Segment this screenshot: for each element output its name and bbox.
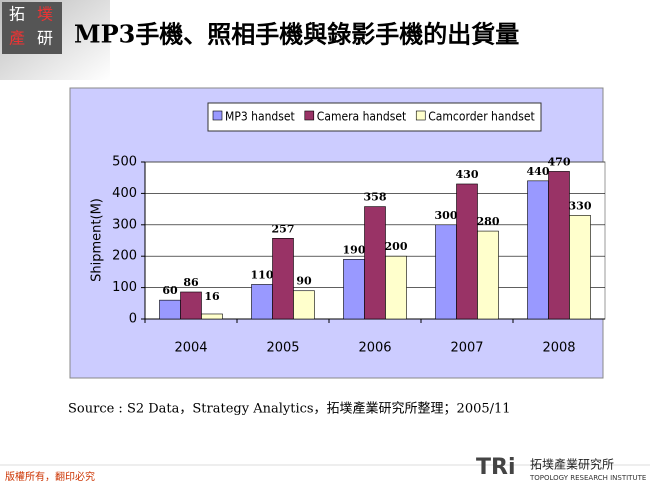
legend-label: MP3 handset: [225, 110, 295, 124]
y-tick-label: 300: [112, 217, 137, 232]
x-tick-label: 2006: [358, 341, 391, 356]
legend-label: Camera handset: [317, 110, 406, 124]
bar: [201, 313, 223, 320]
value-label: 190: [343, 243, 366, 256]
legend-swatch: [304, 110, 315, 121]
value-label: 110: [251, 268, 274, 281]
logo-box: [2, 2, 62, 54]
bar: [385, 255, 407, 320]
logo-char: 研: [37, 29, 53, 48]
y-tick-label: 400: [112, 186, 137, 201]
legend: [207, 102, 542, 132]
x-tick-label: 2007: [450, 341, 483, 356]
y-tick-label: 100: [112, 280, 137, 295]
brand-name: 拓墣產業研究所: [530, 457, 614, 472]
bar: [456, 183, 478, 320]
bar: [293, 290, 315, 320]
value-label: 200: [385, 240, 408, 253]
bar: [251, 284, 273, 320]
bar: [364, 206, 386, 320]
bar: [548, 171, 570, 320]
value-label: 470: [548, 155, 571, 168]
y-tick-label: 200: [112, 249, 137, 264]
x-tick-label: 2005: [266, 341, 299, 356]
value-label: 300: [435, 209, 458, 222]
y-axis-title: Shipment(M): [90, 198, 105, 282]
logo-char: 產: [9, 29, 25, 48]
bar: [159, 299, 181, 320]
value-label: 330: [569, 199, 592, 212]
bar: [180, 291, 202, 320]
source-note: Source : S2 Data，Strategy Analytics，拓墣產業…: [68, 401, 511, 417]
value-label: 90: [296, 275, 312, 288]
legend-swatch: [415, 110, 426, 121]
value-label: 358: [364, 191, 387, 204]
legend-label: Camcorder handset: [428, 110, 534, 124]
value-label: 430: [456, 168, 479, 181]
value-label: 440: [527, 165, 550, 178]
x-tick-label: 2004: [174, 341, 207, 356]
value-label: 257: [272, 222, 295, 235]
value-label: 60: [162, 284, 178, 297]
footer-text: 版權所有，翻印必究: [5, 470, 95, 483]
value-label: 16: [204, 290, 220, 303]
chart-title: MP3手機、照相手機與錄影手機的出貨量: [74, 20, 519, 49]
bar: [527, 180, 549, 320]
brand-english: TOPOLOGY RESEARCH INSTITUTE: [529, 474, 646, 482]
y-tick-label: 500: [112, 155, 137, 170]
bar: [569, 215, 591, 320]
y-tick-label: 0: [129, 312, 137, 327]
x-tick-label: 2008: [542, 341, 575, 356]
value-label: 280: [477, 215, 500, 228]
bar: [435, 224, 457, 320]
bar: [477, 230, 499, 320]
value-label: 86: [183, 276, 199, 289]
logo-char: 拓: [9, 5, 25, 24]
legend-swatch: [212, 110, 223, 121]
logo-char: 墣: [37, 5, 53, 24]
bar: [343, 259, 365, 320]
bar: [272, 238, 294, 320]
brand-mark: TRi: [476, 455, 516, 480]
